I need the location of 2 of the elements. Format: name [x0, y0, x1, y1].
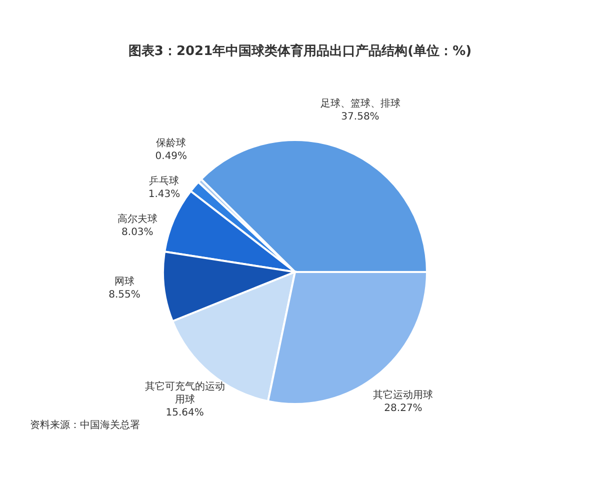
annotation: 资料来源：中国海关总署	[30, 420, 140, 431]
title: 图表3：2021年中国球类体育用品出口产品结构(单位：%)	[128, 44, 472, 59]
